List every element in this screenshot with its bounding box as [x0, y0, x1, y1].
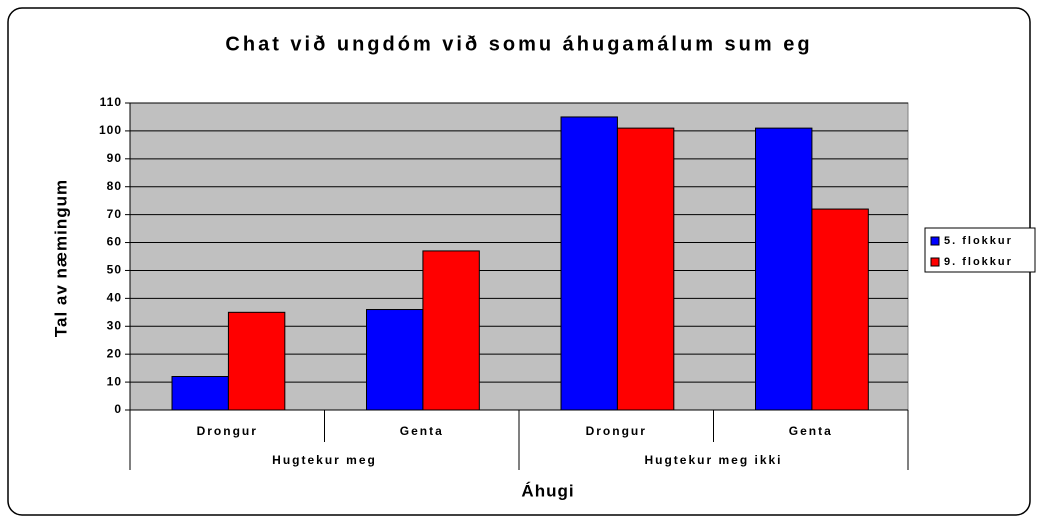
y-tick-label: 90 — [107, 151, 122, 165]
x-tick-label: Drongur — [197, 424, 258, 438]
bar — [171, 376, 229, 411]
legend-label: 9. flokkur — [944, 256, 1013, 268]
bar — [366, 309, 424, 411]
y-tick-label: 80 — [107, 179, 122, 193]
x-tick-label: Drongur — [586, 424, 647, 438]
y-tick-label: 20 — [107, 346, 122, 360]
legend-swatch — [930, 236, 940, 246]
bar — [755, 127, 813, 411]
y-tick-label: 100 — [99, 123, 122, 137]
x-axis-title: Áhugi — [521, 481, 574, 500]
legend — [924, 227, 1036, 273]
y-tick-label: 70 — [107, 207, 122, 221]
y-tick-label: 30 — [107, 318, 122, 332]
bar — [616, 127, 675, 411]
bar — [422, 250, 480, 411]
legend-swatch — [930, 257, 940, 267]
group-label: Hugtekur meg — [272, 453, 377, 467]
y-tick-label: 60 — [107, 235, 122, 249]
y-tick-label: 110 — [100, 95, 122, 109]
x-tick-label: Genta — [400, 424, 444, 438]
group-label: Hugtekur meg ikki — [644, 453, 782, 467]
chart-title: Chat við ungdóm við somu áhugamálum sum … — [225, 33, 812, 55]
y-tick-label: 10 — [107, 374, 122, 388]
y-tick-label: 0 — [114, 402, 122, 416]
bar — [560, 116, 618, 411]
x-tick-label: Genta — [789, 424, 833, 438]
bar — [227, 311, 286, 411]
y-tick-label: 50 — [107, 263, 122, 277]
legend-label: 5. flokkur — [944, 235, 1013, 247]
y-axis-title: Tal av næmingum — [51, 179, 70, 337]
y-tick-label: 40 — [107, 291, 122, 305]
bar — [811, 208, 869, 411]
